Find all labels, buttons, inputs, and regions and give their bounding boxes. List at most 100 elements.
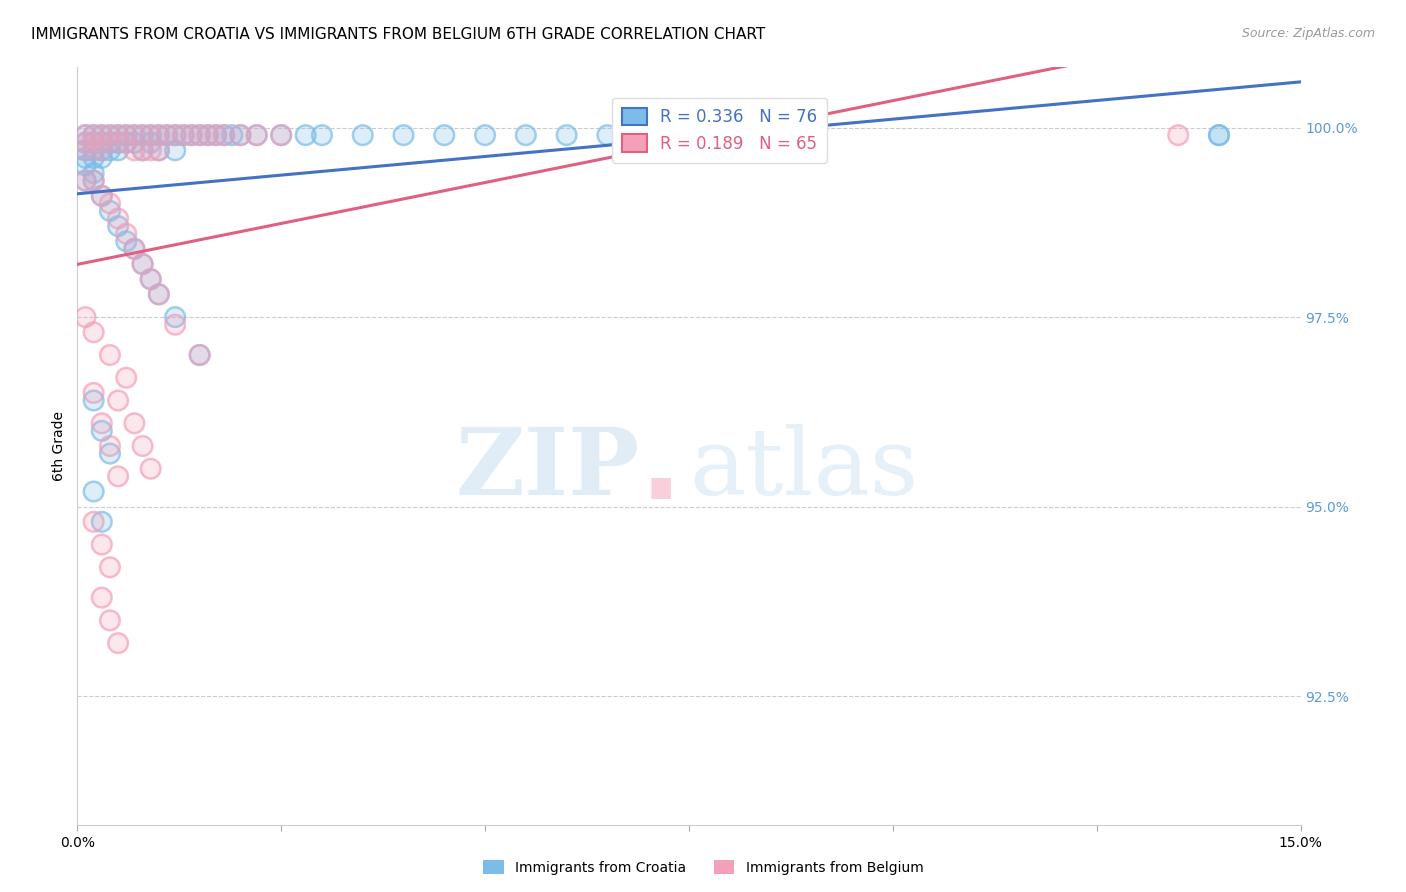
Point: [98, 204, 121, 219]
Point: [221, 128, 243, 143]
Point: [75, 174, 97, 188]
Point: [90, 417, 112, 431]
Point: [165, 318, 187, 332]
Text: .: .: [640, 416, 682, 522]
Point: [139, 272, 162, 286]
Point: [115, 128, 138, 143]
Point: [172, 128, 194, 143]
Point: [555, 128, 578, 143]
Point: [156, 128, 179, 143]
Point: [107, 636, 129, 650]
Point: [474, 128, 496, 143]
Point: [75, 151, 97, 165]
Point: [205, 128, 228, 143]
Point: [83, 393, 105, 408]
Point: [115, 136, 138, 150]
Point: [83, 151, 105, 165]
Point: [83, 386, 105, 401]
Point: [98, 614, 121, 628]
Point: [90, 136, 112, 150]
Point: [718, 128, 741, 143]
Point: [131, 128, 153, 143]
Point: [139, 272, 162, 286]
Point: [139, 144, 162, 158]
Legend: R = 0.336   N = 76, R = 0.189   N = 65: R = 0.336 N = 76, R = 0.189 N = 65: [612, 98, 827, 162]
Point: [148, 287, 170, 301]
Point: [83, 144, 105, 158]
Point: [75, 174, 97, 188]
Point: [180, 128, 202, 143]
Point: [156, 128, 179, 143]
Point: [270, 128, 292, 143]
Point: [188, 348, 211, 362]
Point: [98, 136, 121, 150]
Point: [75, 310, 97, 325]
Point: [596, 128, 619, 143]
Point: [98, 144, 121, 158]
Point: [139, 136, 162, 150]
Point: [637, 128, 659, 143]
Point: [83, 136, 105, 150]
Point: [221, 128, 243, 143]
Point: [107, 219, 129, 234]
Point: [115, 128, 138, 143]
Point: [148, 144, 170, 158]
Point: [1208, 128, 1230, 143]
Point: [131, 144, 153, 158]
Point: [139, 272, 162, 286]
Point: [270, 128, 292, 143]
Point: [188, 348, 211, 362]
Point: [90, 136, 112, 150]
Point: [75, 128, 97, 143]
Point: [98, 136, 121, 150]
Point: [98, 128, 121, 143]
Point: [90, 424, 112, 438]
Point: [115, 136, 138, 150]
Point: [98, 196, 121, 211]
Point: [75, 174, 97, 188]
Point: [98, 136, 121, 150]
Point: [180, 128, 202, 143]
Point: [98, 560, 121, 574]
Point: [1167, 128, 1189, 143]
Point: [555, 128, 578, 143]
Point: [75, 136, 97, 150]
Point: [124, 144, 146, 158]
Point: [165, 128, 187, 143]
Point: [115, 136, 138, 150]
Point: [124, 417, 146, 431]
Y-axis label: 6th Grade: 6th Grade: [52, 411, 66, 481]
Point: [83, 386, 105, 401]
Point: [83, 326, 105, 340]
Point: [83, 515, 105, 529]
Point: [165, 144, 187, 158]
Point: [75, 128, 97, 143]
Point: [139, 128, 162, 143]
Point: [75, 136, 97, 150]
Point: [124, 128, 146, 143]
Point: [107, 136, 129, 150]
Point: [212, 128, 235, 143]
Point: [98, 144, 121, 158]
Point: [172, 128, 194, 143]
Point: [131, 257, 153, 271]
Point: [83, 128, 105, 143]
Point: [90, 189, 112, 203]
Text: Source: ZipAtlas.com: Source: ZipAtlas.com: [1241, 27, 1375, 40]
Point: [83, 136, 105, 150]
Point: [156, 128, 179, 143]
Point: [205, 128, 228, 143]
Point: [392, 128, 415, 143]
Point: [165, 128, 187, 143]
Text: IMMIGRANTS FROM CROATIA VS IMMIGRANTS FROM BELGIUM 6TH GRADE CORRELATION CHART: IMMIGRANTS FROM CROATIA VS IMMIGRANTS FR…: [31, 27, 765, 42]
Point: [107, 136, 129, 150]
Point: [165, 128, 187, 143]
Point: [188, 348, 211, 362]
Point: [90, 515, 112, 529]
Point: [759, 128, 782, 143]
Point: [205, 128, 228, 143]
Point: [148, 144, 170, 158]
Point: [139, 462, 162, 476]
Point: [83, 393, 105, 408]
Point: [90, 144, 112, 158]
